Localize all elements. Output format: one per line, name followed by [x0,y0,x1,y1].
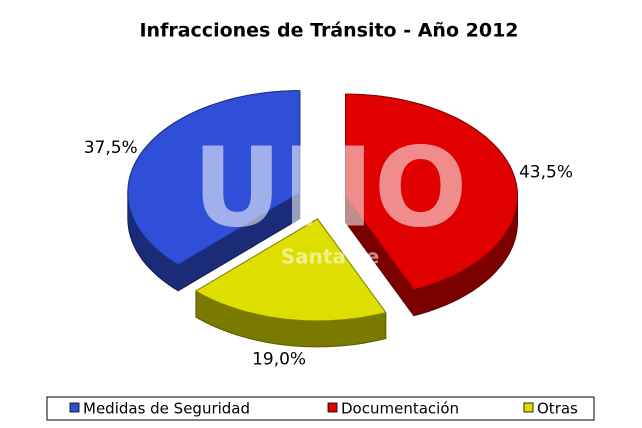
legend-label: Documentación [341,400,459,418]
watermark-text: UNO [193,123,468,251]
pie: 37,5% 43,5% 19,0% [84,90,573,369]
data-label: 43,5% [519,163,573,183]
slice [127,90,301,266]
legend-swatch [327,402,338,413]
legend-box [46,396,595,421]
legend-swatch [523,402,534,413]
watermark-subtext: Santa Fe [281,245,380,269]
data-label: 37,5% [84,138,138,158]
legend: Medidas de Seguridad Documentación Otras [69,400,578,418]
legend-label: Otras [537,400,578,418]
slice [194,218,387,322]
chart-title: Infracciones de Tránsito - Año 2012 [139,20,518,42]
legend-label: Medidas de Seguridad [83,400,250,418]
data-label: 19,0% [252,349,306,369]
slice [345,93,518,291]
legend-swatch [69,402,80,413]
